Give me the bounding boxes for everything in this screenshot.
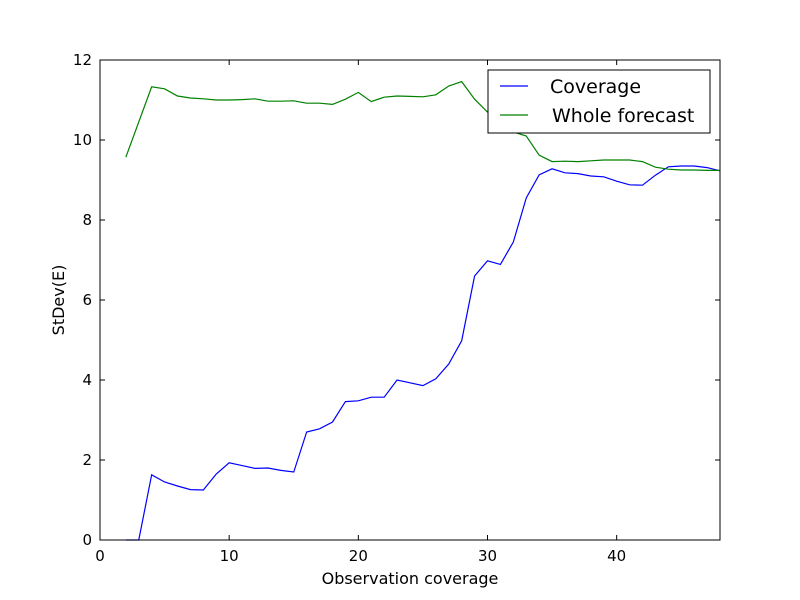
- x-tick-label: 40: [607, 547, 626, 565]
- y-tick-label: 4: [82, 371, 92, 389]
- x-tick-label: 10: [220, 547, 239, 565]
- legend-frame: [487, 69, 711, 134]
- y-tick-label: 12: [73, 51, 92, 69]
- y-tick-label: 10: [73, 131, 92, 149]
- series-layer: [125, 80, 721, 541]
- legend-label-coverage: Coverage: [550, 76, 641, 98]
- ticks-layer: 0 10 20 30 40 0 2 4 6 8 10 12: [73, 51, 720, 565]
- x-tick-label: 30: [478, 547, 497, 565]
- y-tick-label: 0: [82, 531, 92, 549]
- legend-label-whole-forecast: Whole forecast: [552, 105, 694, 127]
- y-tick-label: 6: [82, 291, 92, 309]
- series-line-coverage: [125, 165, 721, 541]
- x-axis-label: Observation coverage: [322, 569, 499, 588]
- x-tick-label: 0: [95, 547, 105, 565]
- legend: Coverage Whole forecast: [487, 69, 711, 134]
- y-axis-label: StDev(E): [49, 265, 68, 336]
- y-tick-label: 2: [82, 451, 92, 469]
- y-tick-label: 8: [82, 211, 92, 229]
- series-line-whole-forecast: [125, 80, 720, 171]
- x-tick-label: 20: [349, 547, 368, 565]
